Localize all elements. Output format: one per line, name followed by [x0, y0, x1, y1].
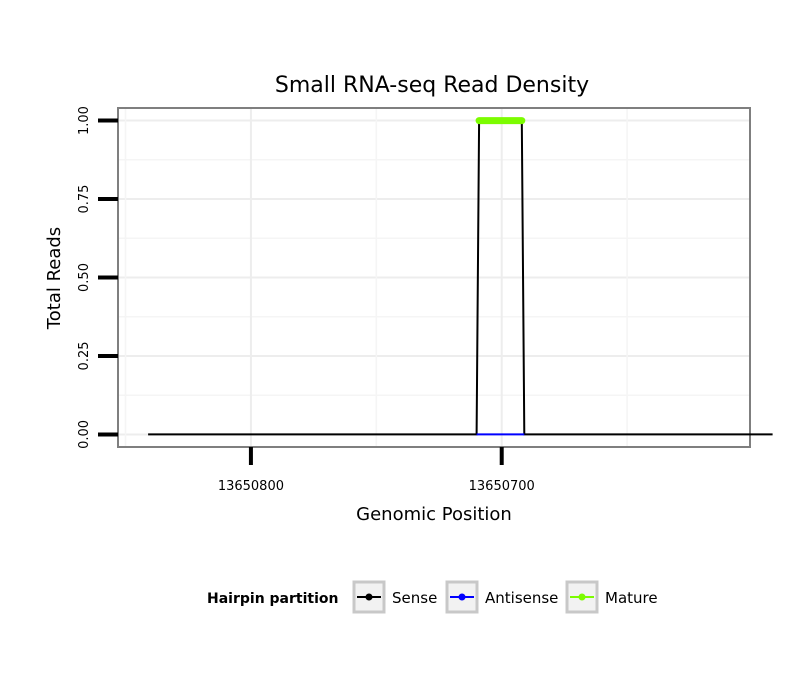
y-tick-label: 1.00 — [77, 106, 92, 135]
y-tick-label: 0.25 — [77, 341, 92, 370]
legend-key-point-antisense — [458, 593, 466, 601]
legend-key-point-mature — [578, 593, 586, 601]
y-axis-title: Total Reads — [44, 227, 65, 330]
x-tick-label: 13650700 — [469, 479, 535, 494]
x-axis: 13650800 13650700 — [218, 447, 535, 494]
legend-label-mature: Mature — [605, 589, 658, 607]
legend-label-sense: Sense — [392, 589, 437, 607]
y-tick-label: 0.75 — [77, 185, 92, 214]
x-tick-label: 13650800 — [218, 479, 284, 494]
series-layer — [148, 117, 773, 436]
chart-title: Small RNA-seq Read Density — [275, 73, 589, 98]
y-tick-label: 0.50 — [77, 263, 92, 292]
legend-title: Hairpin partition — [207, 591, 338, 607]
y-axis: 0.00 0.25 0.50 0.75 1.00 — [77, 106, 118, 449]
y-tick-label: 0.00 — [77, 420, 92, 449]
grid — [118, 108, 750, 447]
legend-label-antisense: Antisense — [485, 589, 558, 607]
legend: Hairpin partition Sense Antisense Mature — [207, 580, 658, 614]
legend-items: Sense Antisense Mature — [352, 580, 658, 614]
x-axis-title: Genomic Position — [356, 504, 512, 525]
legend-key-point-sense — [365, 593, 373, 601]
